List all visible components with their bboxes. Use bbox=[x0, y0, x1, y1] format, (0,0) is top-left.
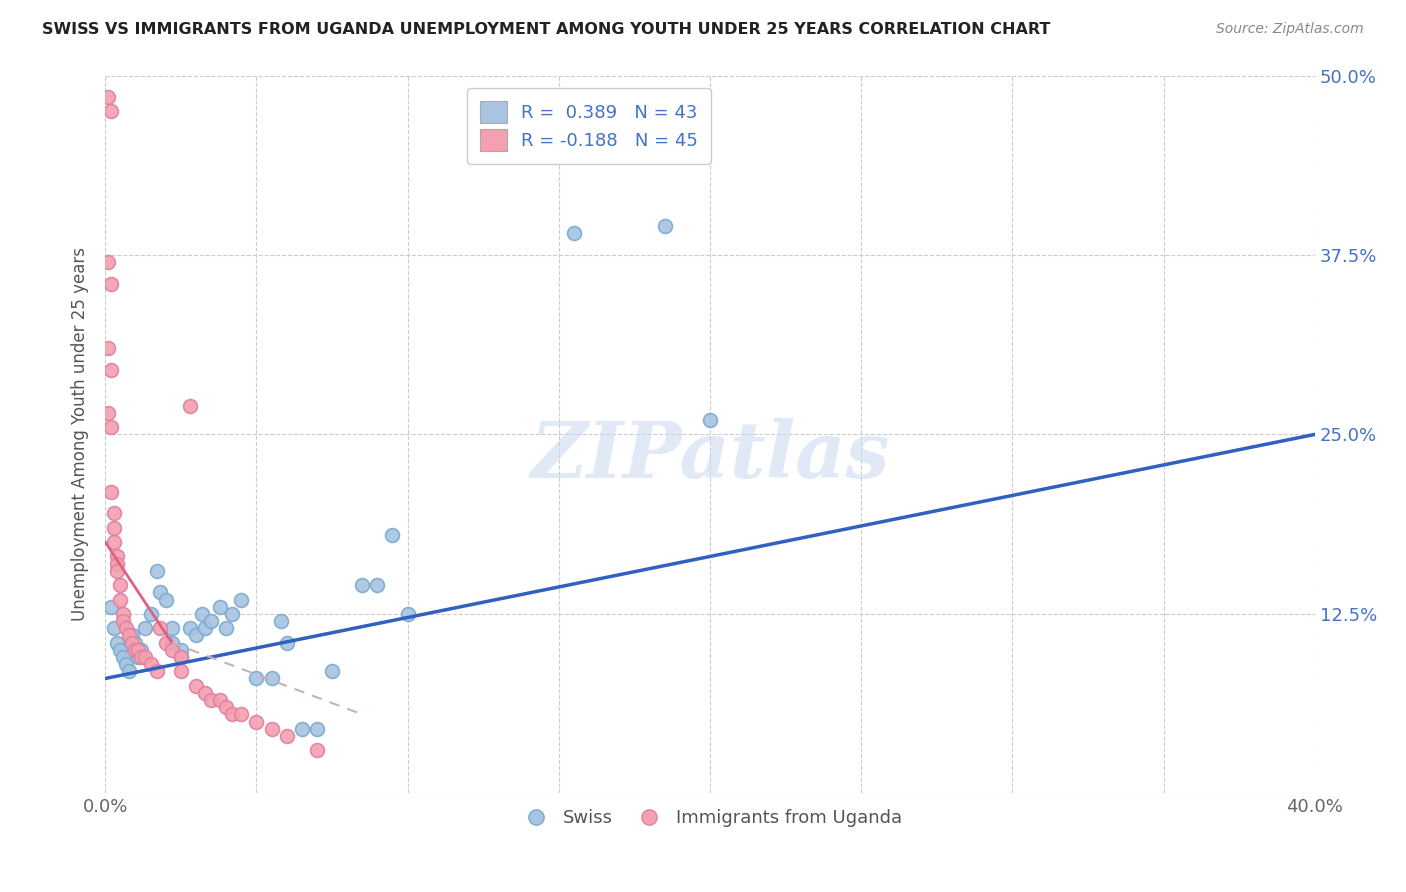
Point bbox=[100, 104, 122, 119]
Point bbox=[118, 665, 141, 679]
Point bbox=[381, 528, 404, 542]
Point bbox=[179, 621, 201, 635]
Point bbox=[170, 650, 193, 665]
Point bbox=[112, 650, 135, 665]
Point bbox=[149, 621, 172, 635]
Point bbox=[245, 714, 267, 729]
Point bbox=[100, 363, 122, 377]
Point bbox=[124, 642, 146, 657]
Point bbox=[170, 650, 193, 665]
Point bbox=[396, 607, 419, 621]
Point bbox=[562, 227, 585, 241]
Point bbox=[215, 700, 238, 714]
Point bbox=[127, 642, 149, 657]
Point bbox=[97, 341, 120, 355]
Point bbox=[139, 607, 162, 621]
Point bbox=[160, 635, 183, 649]
Point bbox=[97, 255, 120, 269]
Point bbox=[352, 578, 374, 592]
Point bbox=[654, 219, 676, 234]
Point bbox=[200, 614, 222, 628]
Point bbox=[276, 729, 298, 743]
Point bbox=[100, 420, 122, 434]
Point bbox=[139, 657, 162, 672]
Point bbox=[270, 614, 292, 628]
Point bbox=[115, 657, 138, 672]
Text: SWISS VS IMMIGRANTS FROM UGANDA UNEMPLOYMENT AMONG YOUTH UNDER 25 YEARS CORRELAT: SWISS VS IMMIGRANTS FROM UGANDA UNEMPLOY… bbox=[42, 22, 1050, 37]
Point bbox=[121, 628, 143, 642]
Point bbox=[291, 722, 314, 736]
Point bbox=[160, 642, 183, 657]
Point bbox=[103, 521, 125, 535]
Point bbox=[110, 592, 132, 607]
Point bbox=[103, 535, 125, 549]
Point bbox=[276, 635, 298, 649]
Point bbox=[245, 672, 267, 686]
Point bbox=[194, 686, 217, 700]
Point bbox=[105, 635, 128, 649]
Point bbox=[305, 722, 328, 736]
Point bbox=[209, 693, 232, 707]
Point bbox=[103, 621, 125, 635]
Text: ZIPatlas: ZIPatlas bbox=[530, 417, 890, 494]
Point bbox=[100, 484, 122, 499]
Point bbox=[145, 564, 167, 578]
Legend: Swiss, Immigrants from Uganda: Swiss, Immigrants from Uganda bbox=[510, 802, 910, 835]
Point bbox=[100, 599, 122, 614]
Point bbox=[103, 507, 125, 521]
Point bbox=[115, 621, 138, 635]
Point bbox=[321, 665, 343, 679]
Point bbox=[366, 578, 388, 592]
Point bbox=[305, 743, 328, 757]
Point bbox=[194, 621, 217, 635]
Point bbox=[110, 578, 132, 592]
Point bbox=[221, 607, 243, 621]
Point bbox=[110, 642, 132, 657]
Point bbox=[145, 665, 167, 679]
Point bbox=[184, 628, 207, 642]
Point bbox=[127, 650, 149, 665]
Point bbox=[170, 642, 193, 657]
Point bbox=[105, 549, 128, 564]
Point bbox=[160, 621, 183, 635]
Point bbox=[97, 90, 120, 104]
Point bbox=[118, 628, 141, 642]
Point bbox=[105, 557, 128, 571]
Point bbox=[215, 621, 238, 635]
Point bbox=[260, 672, 283, 686]
Point bbox=[170, 665, 193, 679]
Point bbox=[124, 635, 146, 649]
Point bbox=[131, 642, 153, 657]
Point bbox=[231, 707, 253, 722]
Point bbox=[112, 607, 135, 621]
Point bbox=[260, 722, 283, 736]
Point bbox=[209, 599, 232, 614]
Y-axis label: Unemployment Among Youth under 25 years: Unemployment Among Youth under 25 years bbox=[72, 247, 89, 622]
Point bbox=[134, 650, 156, 665]
Point bbox=[179, 399, 201, 413]
Point bbox=[100, 277, 122, 291]
Point bbox=[97, 406, 120, 420]
Point bbox=[155, 635, 177, 649]
Point bbox=[155, 592, 177, 607]
Point bbox=[221, 707, 243, 722]
Point bbox=[231, 592, 253, 607]
Point bbox=[121, 635, 143, 649]
Point bbox=[184, 679, 207, 693]
Point bbox=[149, 585, 172, 599]
Text: Source: ZipAtlas.com: Source: ZipAtlas.com bbox=[1216, 22, 1364, 37]
Point bbox=[134, 621, 156, 635]
Point bbox=[699, 413, 721, 427]
Point bbox=[131, 650, 153, 665]
Point bbox=[105, 564, 128, 578]
Point bbox=[191, 607, 214, 621]
Point bbox=[200, 693, 222, 707]
Point bbox=[112, 614, 135, 628]
